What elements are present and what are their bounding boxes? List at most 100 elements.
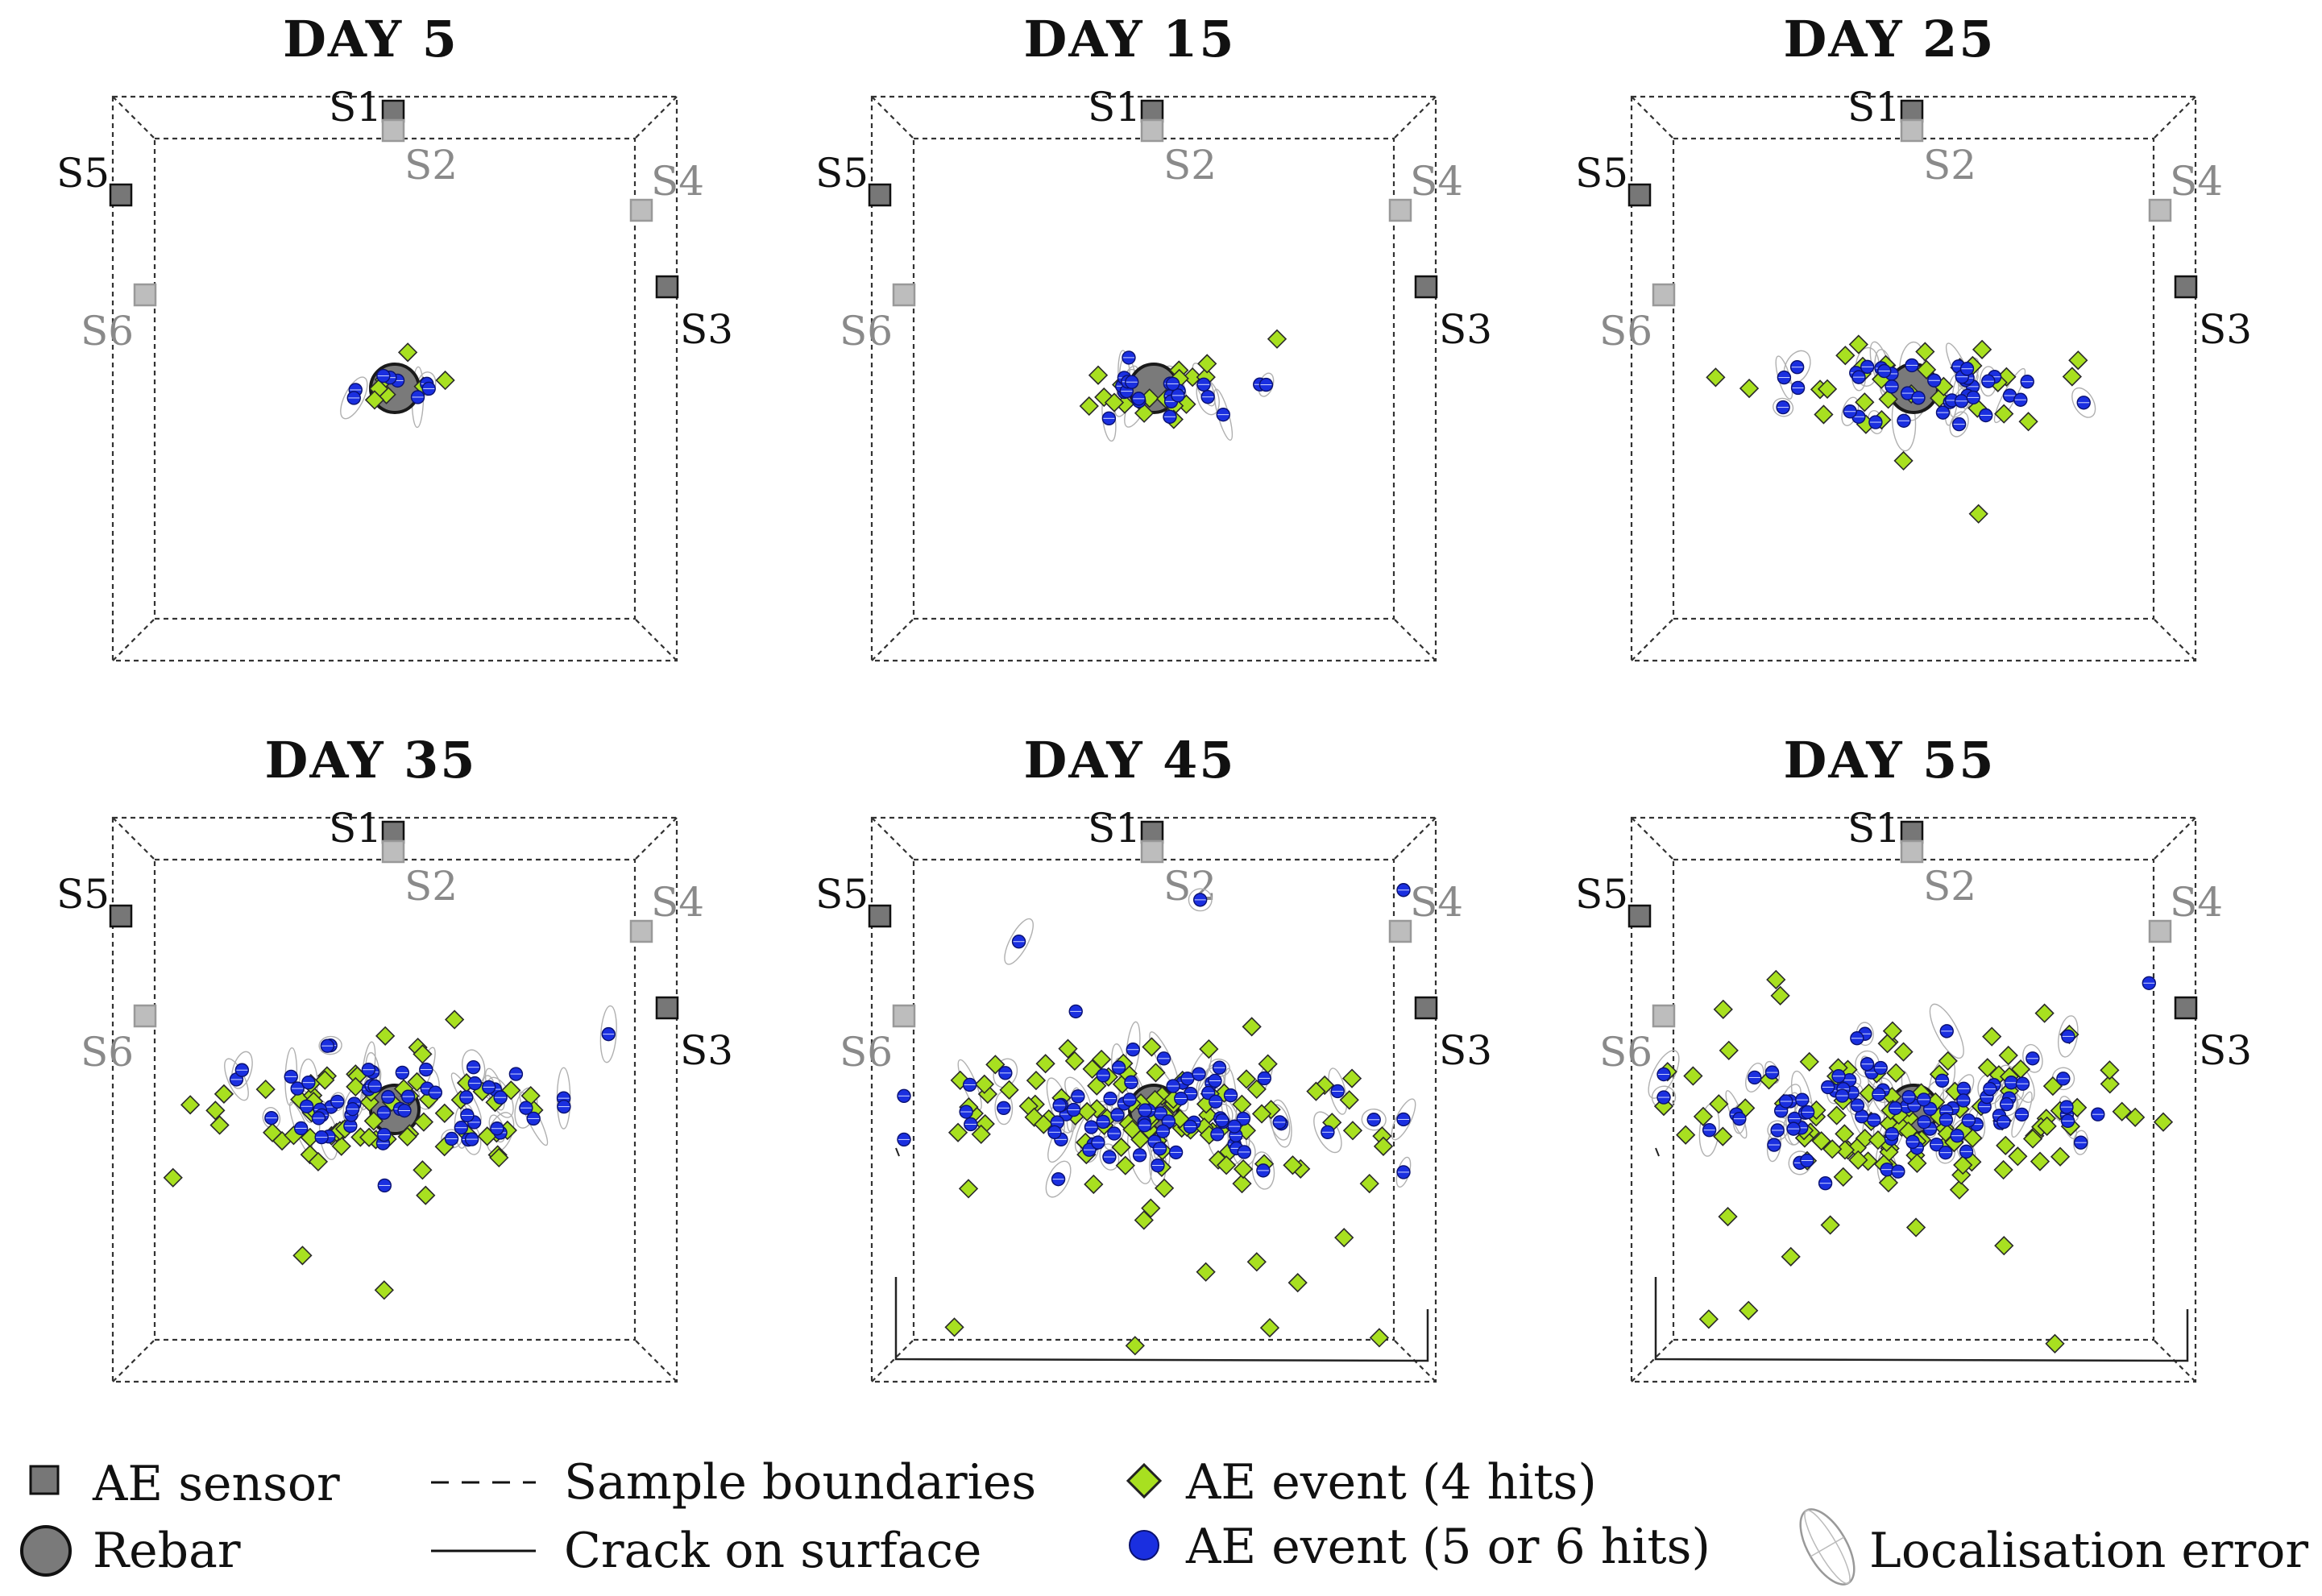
sensor-s1 <box>1900 99 1924 123</box>
sensor-s1 <box>381 99 405 123</box>
ae-event-4-hits <box>1359 1173 1379 1194</box>
boundary-corner <box>1393 618 1437 661</box>
sensor-s2 <box>1900 118 1924 143</box>
sensor-label-s4: S4 <box>1410 158 1463 205</box>
ae-event-4-hits <box>1373 1136 1394 1156</box>
localisation-error-ellipse <box>1361 1108 1387 1131</box>
boundary-corner <box>2153 817 2196 860</box>
boundary-corner <box>634 817 678 860</box>
boundary-corner <box>634 618 678 661</box>
sensor-s1 <box>1140 99 1164 123</box>
legend-ae-event-56: AE event (5 or 6 hits) <box>1185 1519 1710 1575</box>
boundary-corner <box>871 1339 914 1383</box>
sensor-label-s5: S5 <box>1575 150 1628 197</box>
ae-event-4-hits <box>1893 1042 1914 1062</box>
ae-event-4-hits <box>1822 1139 1843 1159</box>
sensor-s6 <box>892 283 916 307</box>
panel-day-15: DAY 15 S1 S2 S3 S4 S5 S6 <box>815 10 1492 662</box>
sensor-label-s6: S6 <box>840 1029 893 1076</box>
ae-event-4-hits <box>413 1112 434 1132</box>
ae-event-4-hits <box>1972 339 1992 359</box>
crack-line <box>894 1277 1429 1362</box>
legend-rebar: Rebar <box>93 1523 241 1579</box>
localisation-error-ellipse <box>1099 1143 1120 1171</box>
ae-event-4-hits <box>397 1126 417 1147</box>
sensor-label-s3: S3 <box>680 1027 733 1074</box>
legend-diamond-icon <box>1126 1462 1163 1499</box>
sensor-s3 <box>655 996 679 1020</box>
sensor-label-s5: S5 <box>815 871 869 918</box>
ae-event-4-hits <box>1267 329 1287 349</box>
localisation-error-ellipse <box>318 1035 342 1055</box>
ae-event-4-hits <box>413 1044 433 1064</box>
ae-event-4-hits <box>331 1136 351 1156</box>
sensor-s3 <box>1414 275 1438 299</box>
sensor-label-s5: S5 <box>1575 871 1628 918</box>
ae-event-4-hits <box>1817 379 1838 399</box>
ae-event-4-hits <box>359 1127 379 1147</box>
ae-event-4-hits <box>1709 1094 1729 1114</box>
sensor-label-s4: S4 <box>651 158 704 205</box>
legend-sample-boundaries: Sample boundaries <box>564 1454 1036 1511</box>
ae-event-4-hits <box>1197 354 1217 374</box>
sensor-label-s1: S1 <box>329 84 382 131</box>
sensor-label-s6: S6 <box>840 308 893 354</box>
ae-event-4-hits <box>1878 389 1898 409</box>
sensor-label-s1: S1 <box>1088 84 1141 131</box>
sensor-label-s5: S5 <box>56 871 110 918</box>
ae-event-4-hits <box>445 1009 465 1030</box>
ae-event-4-hits <box>1996 1135 2016 1155</box>
ae-event-4-hits <box>1259 1317 1280 1338</box>
boundary-corner <box>871 618 914 661</box>
sensor-label-s6: S6 <box>81 308 134 354</box>
boundary-corner <box>1393 817 1437 860</box>
ae-event-4-hits <box>489 1147 509 1168</box>
ae-event-4-hits <box>1905 1217 1926 1237</box>
boundary-corner <box>112 618 155 661</box>
localisation-error-ellipse <box>1313 1111 1342 1154</box>
ae-event-4-hits <box>1196 1262 1216 1282</box>
panel-title: DAY 35 <box>265 731 477 790</box>
ae-event-4-hits <box>1134 1210 1154 1230</box>
sensor-label-s6: S6 <box>81 1029 134 1076</box>
ae-event-4-hits <box>1713 1126 1733 1146</box>
boundary-corner <box>634 1339 678 1383</box>
boundary-outer <box>870 95 1437 662</box>
sensor-s1 <box>1900 820 1924 844</box>
ae-event-4-hits <box>1770 985 1790 1006</box>
sensor-s6 <box>133 1004 157 1028</box>
ae-event-4-hits <box>1079 396 1099 417</box>
sensor-label-s6: S6 <box>1599 1029 1652 1076</box>
localisation-error-ellipse <box>599 1005 617 1063</box>
sensor-s3 <box>2174 275 2198 299</box>
boundary-outer <box>1630 95 2197 662</box>
boundary-corner <box>112 1339 155 1383</box>
boundary-corner <box>1631 96 1674 139</box>
ae-event-4-hits <box>1339 1090 1359 1110</box>
sensor-label-s1: S1 <box>1088 805 1141 852</box>
ae-event-4-hits <box>1953 1155 1973 1175</box>
ae-event-4-hits <box>1868 1130 1889 1150</box>
sensor-s4 <box>1388 198 1412 222</box>
ae-event-4-hits <box>1886 1063 1906 1083</box>
sensor-s5 <box>109 904 133 928</box>
panel-day-25: DAY 25 S1 S2 S3 S4 S5 S6 <box>1575 10 2252 662</box>
ae-event-4-hits <box>416 1185 436 1205</box>
boundary-corner <box>2153 96 2196 139</box>
ae-event-4-hits <box>1848 1150 1868 1170</box>
ae-event-4-hits <box>1855 392 1875 412</box>
ae-event-4-hits <box>1698 1309 1719 1329</box>
sensor-label-s3: S3 <box>2199 1027 2252 1074</box>
sensor-s5 <box>109 183 133 207</box>
sensor-s2 <box>1140 839 1164 864</box>
ae-event-4-hits <box>1199 1038 1219 1059</box>
legend-ae-event-4: AE event (4 hits) <box>1185 1454 1597 1511</box>
sensor-s3 <box>1414 996 1438 1020</box>
boundary-corner <box>2153 618 2196 661</box>
ae-event-4-hits <box>163 1167 183 1188</box>
ae-event-4-hits <box>397 342 418 363</box>
boundary-corner <box>1393 96 1437 139</box>
ae-event-4-hits <box>1064 1051 1085 1071</box>
ae-event-4-hits <box>1246 1079 1267 1100</box>
